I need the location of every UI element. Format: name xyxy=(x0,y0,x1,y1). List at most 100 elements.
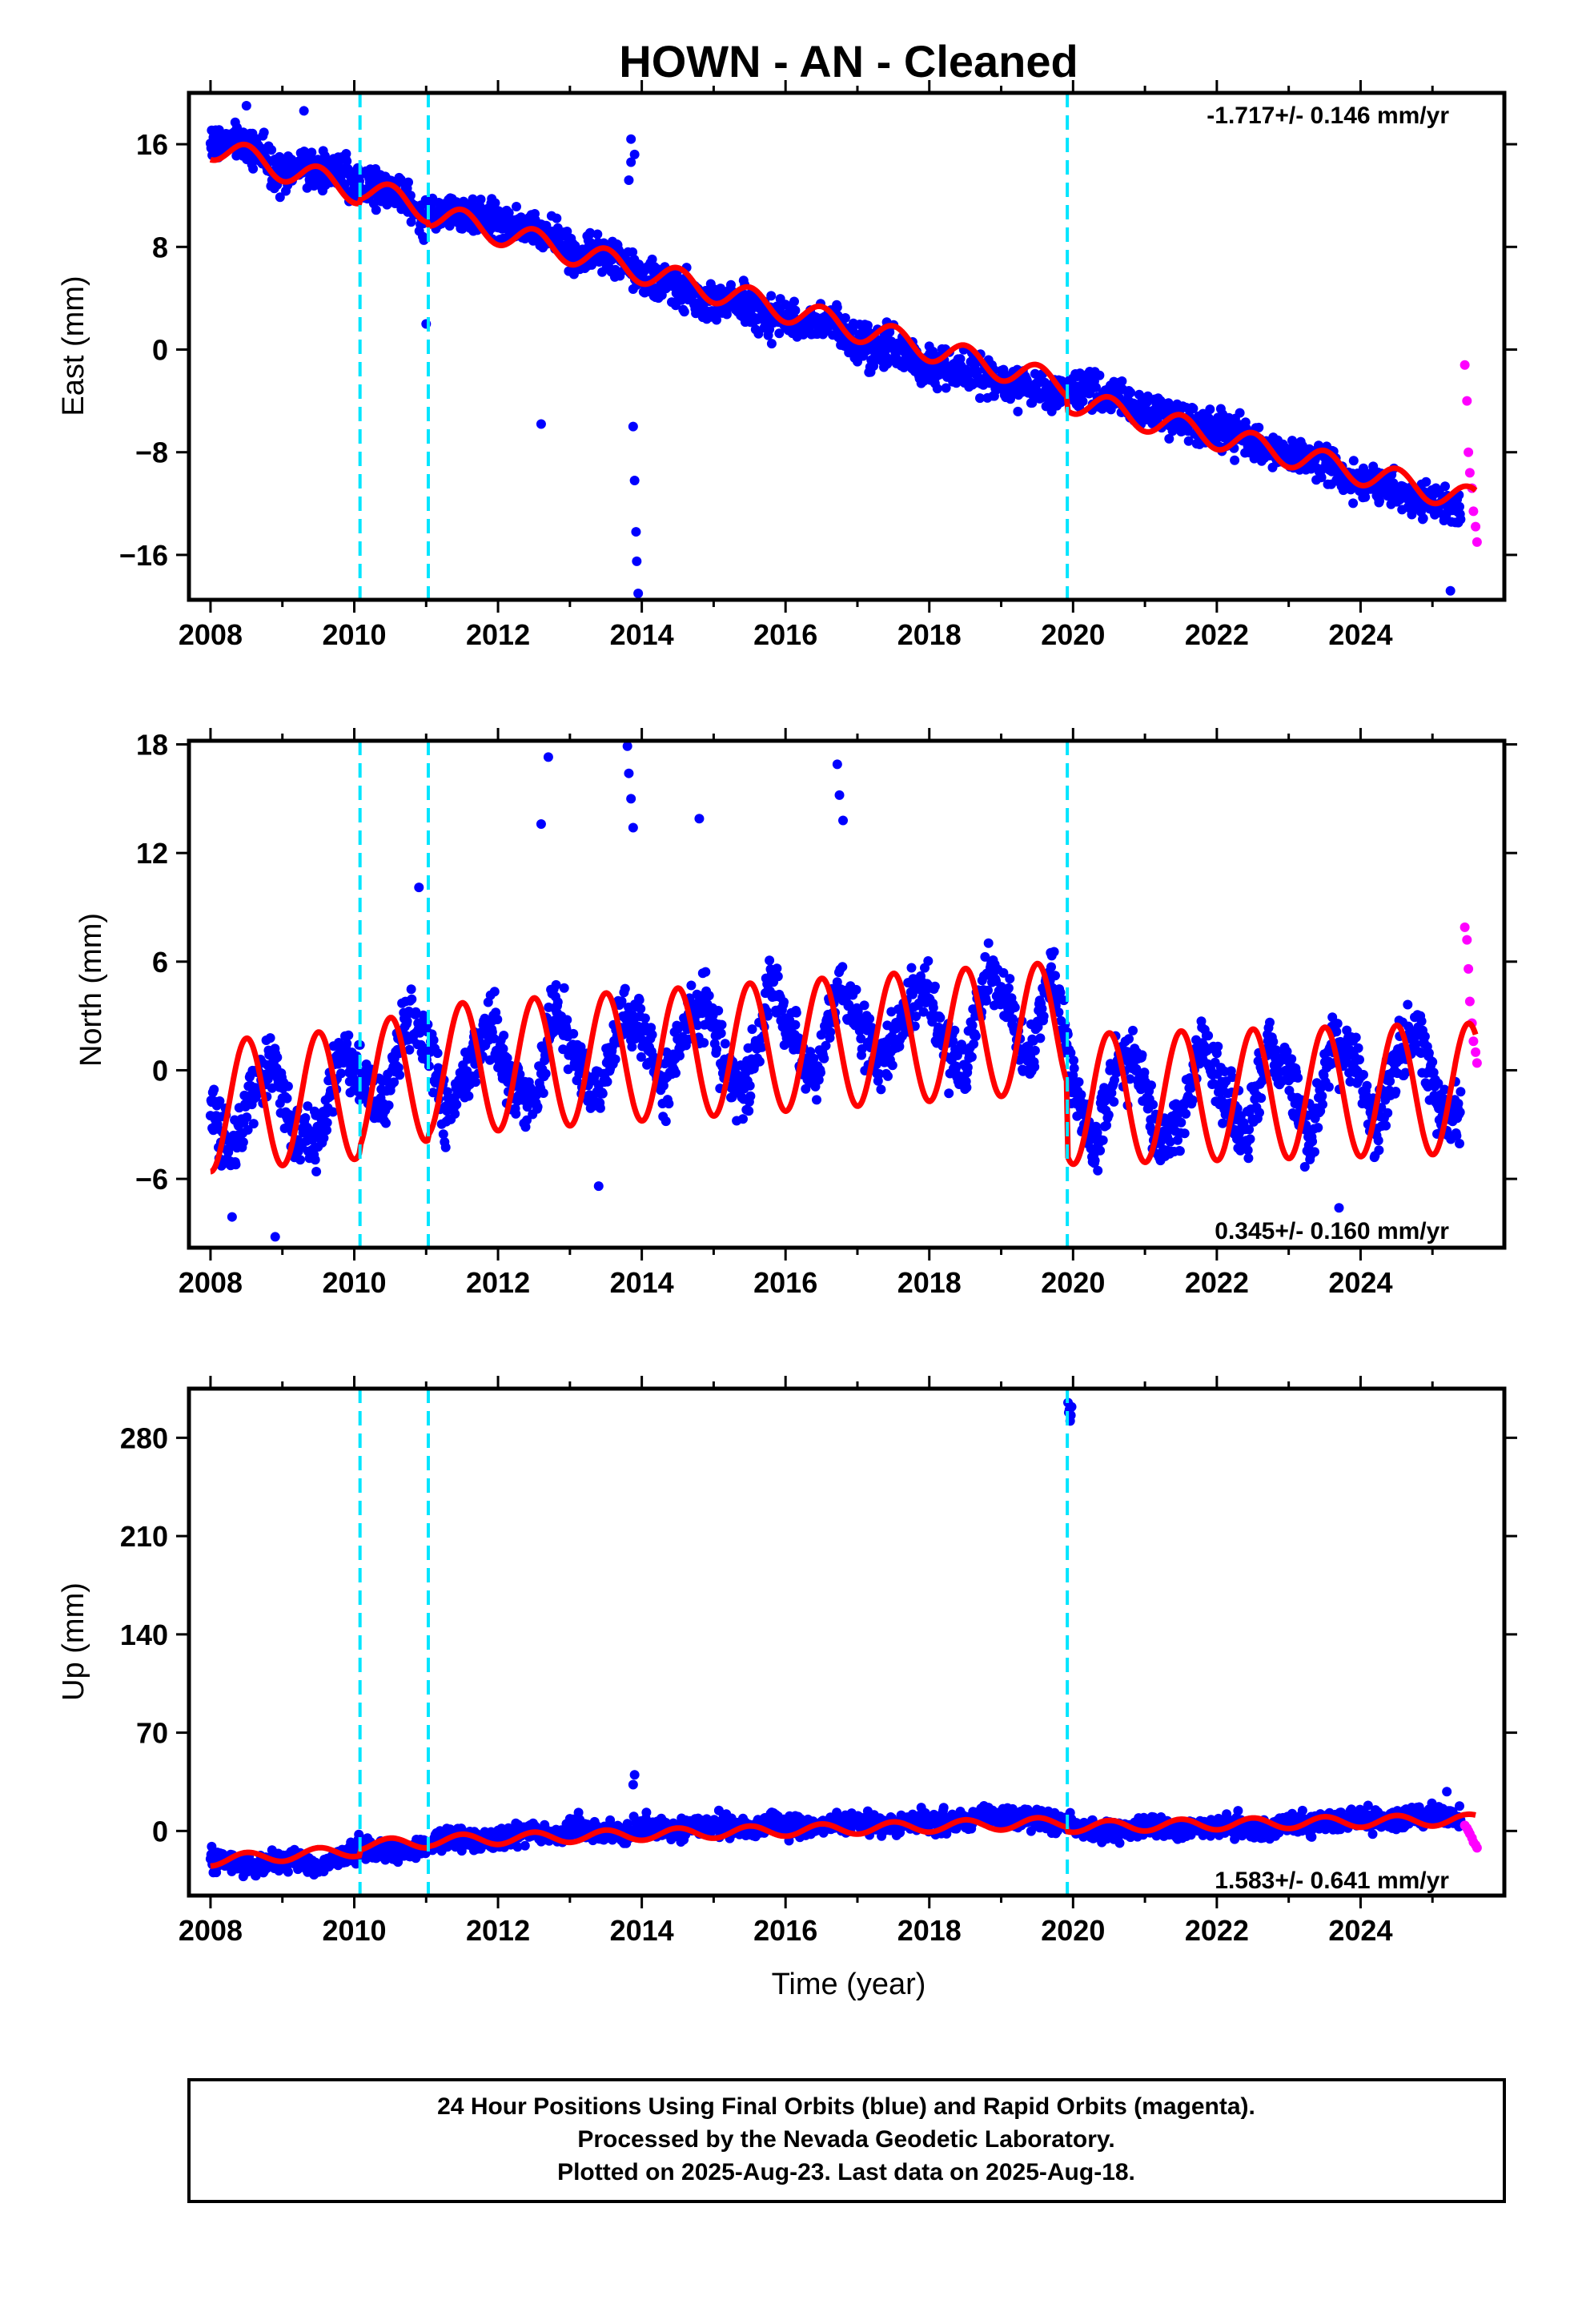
final-point xyxy=(1005,974,1015,984)
final-point xyxy=(717,1019,727,1030)
final-point xyxy=(1353,1043,1363,1053)
final-point xyxy=(532,1102,543,1112)
final-point xyxy=(774,328,785,339)
x-tick-label: 2022 xyxy=(1185,618,1249,651)
final-point xyxy=(1323,1082,1334,1092)
north-axis-label: North (mm) xyxy=(74,913,108,1067)
final-point xyxy=(310,1155,320,1165)
final-point xyxy=(1188,404,1199,414)
final-point xyxy=(1126,388,1136,398)
final-point xyxy=(686,980,697,991)
final-point xyxy=(1037,1003,1047,1014)
y-tick-label: 8 xyxy=(152,231,168,263)
final-point xyxy=(809,1053,819,1063)
final-point xyxy=(851,984,861,995)
final-point xyxy=(998,967,1009,978)
final-point xyxy=(559,983,569,993)
final-point xyxy=(355,176,364,187)
final-point xyxy=(983,985,993,995)
final-point xyxy=(1245,1134,1255,1144)
final-point xyxy=(452,1100,462,1110)
final-point xyxy=(327,1107,338,1117)
final-point xyxy=(1139,1068,1150,1078)
outlier-point xyxy=(832,759,842,770)
final-point xyxy=(1255,1108,1264,1118)
final-point xyxy=(1313,1123,1323,1133)
final-point xyxy=(704,991,714,1001)
outlier-point xyxy=(628,421,638,432)
x-tick-label: 2024 xyxy=(1328,1266,1392,1299)
final-point xyxy=(661,1116,671,1127)
final-point xyxy=(1230,455,1240,465)
final-point xyxy=(1050,971,1060,981)
rapid-point xyxy=(1471,1047,1481,1057)
final-point xyxy=(1374,1145,1384,1156)
north-final-points xyxy=(205,741,1466,1242)
x-tick-label: 2008 xyxy=(179,1266,243,1299)
rapid-point xyxy=(1464,447,1474,457)
final-point xyxy=(1453,1099,1464,1108)
outlier-point xyxy=(626,794,636,804)
final-point xyxy=(300,1113,311,1123)
final-point xyxy=(502,1053,512,1063)
final-point xyxy=(819,1053,829,1063)
outlier-point xyxy=(633,588,644,598)
final-point xyxy=(1268,1036,1279,1047)
final-point xyxy=(744,1106,754,1116)
final-point xyxy=(1400,1068,1411,1078)
final-point xyxy=(1348,456,1359,466)
y-tick-label: −8 xyxy=(135,436,168,469)
final-point xyxy=(1403,999,1413,1010)
x-tick-label: 2016 xyxy=(753,618,817,651)
final-point xyxy=(951,1061,962,1072)
final-point xyxy=(1054,1007,1064,1018)
y-tick-label: 0 xyxy=(152,1054,168,1087)
final-point xyxy=(538,1088,548,1098)
final-point xyxy=(766,291,777,301)
final-point xyxy=(1183,436,1194,446)
final-point xyxy=(1310,1147,1319,1157)
final-point xyxy=(1055,987,1066,998)
y-tick-label: 16 xyxy=(136,128,168,161)
final-point xyxy=(336,1068,346,1079)
final-point xyxy=(812,1095,821,1105)
outlier-point xyxy=(834,790,845,800)
final-point xyxy=(1164,433,1174,444)
final-point xyxy=(1235,408,1245,418)
final-point xyxy=(307,147,317,158)
final-point xyxy=(522,1115,532,1125)
final-point xyxy=(1332,1019,1343,1029)
final-point xyxy=(568,1028,579,1039)
final-point xyxy=(636,1003,646,1014)
final-point xyxy=(1419,1031,1430,1042)
rapid-point xyxy=(1464,963,1474,974)
final-point xyxy=(322,1125,331,1136)
final-point xyxy=(1421,476,1431,487)
y-tick-label: 6 xyxy=(152,946,168,979)
final-point xyxy=(1265,1017,1275,1027)
final-point xyxy=(242,1112,252,1123)
final-point xyxy=(444,221,455,231)
final-point xyxy=(395,1070,405,1080)
outlier-point xyxy=(241,101,251,111)
final-point xyxy=(1203,1031,1214,1041)
east-frame xyxy=(187,90,1507,602)
final-point xyxy=(248,163,259,174)
rapid-point xyxy=(1471,521,1481,532)
final-point xyxy=(405,191,416,201)
final-point xyxy=(616,996,627,1007)
final-point xyxy=(1218,1118,1228,1128)
final-point xyxy=(1299,1162,1310,1172)
final-point xyxy=(1030,1045,1040,1055)
final-point xyxy=(592,229,603,239)
final-point xyxy=(1307,1136,1318,1147)
final-point xyxy=(1428,1068,1439,1078)
final-point xyxy=(970,1031,981,1041)
final-point xyxy=(512,202,521,211)
final-point xyxy=(303,1101,313,1112)
final-point xyxy=(562,227,572,236)
final-point xyxy=(866,1023,877,1033)
final-point xyxy=(869,361,879,371)
final-point xyxy=(713,1006,724,1015)
x-tick-label: 2024 xyxy=(1328,618,1392,651)
